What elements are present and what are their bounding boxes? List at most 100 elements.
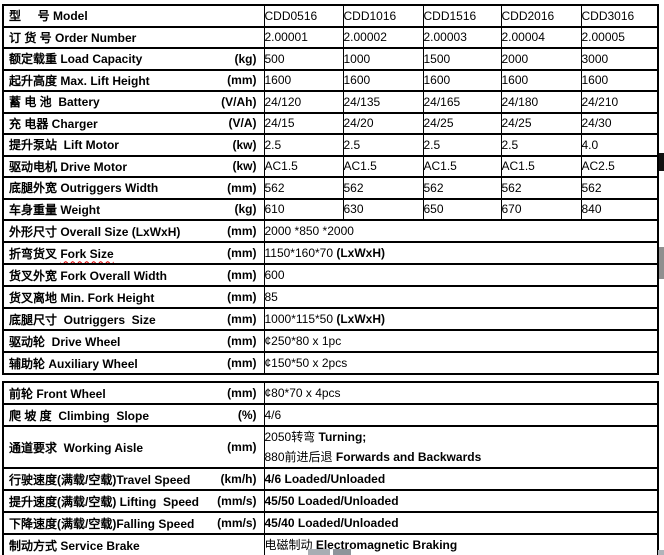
value-cell-lift-motor-CDD1016[interactable]: 2.5 (342, 133, 424, 157)
value-cell-order-number-CDD2016[interactable]: 2.00004 (500, 25, 582, 49)
value-cell-working-aisle[interactable]: 2050转弯 Turning; 880前进后退 Forwards and Back… (263, 425, 659, 469)
value-cell-weight-CDD0516[interactable]: 610 (263, 197, 344, 221)
label-cell-lifting-speed[interactable]: 提升速度(满载/空载) Lifting Speed (mm/s) (2, 489, 265, 513)
label-cell-auxiliary-wheel[interactable]: 辅助轮 Auxiliary Wheel (mm) (2, 351, 265, 375)
value-cell-fork-size[interactable]: 1150*160*70 (LxWxH) (263, 241, 659, 265)
value-cell-load-capacity-CDD0516[interactable]: 500 (263, 47, 344, 71)
value-text-weight-CDD1016: 630 (343, 202, 364, 217)
value-cell-charger-CDD3016[interactable]: 24/30 (580, 111, 659, 135)
row-label-text-outriggers-width: 底腿外宽 Outriggers Width (9, 181, 159, 196)
value-cell-lift-motor-CDD3016[interactable]: 4.0 (580, 133, 659, 157)
value-cell-drive-motor-CDD0516[interactable]: AC1.5 (263, 154, 344, 178)
label-cell-battery[interactable]: 蓄 电 池 Battery (V/Ah) (2, 90, 265, 114)
value-cell-lifting-speed[interactable]: 45/50 Loaded/Unloaded (263, 489, 659, 513)
value-cell-max-lift-height-CDD0516[interactable]: 1600 (263, 68, 344, 92)
value-cell-fork-overall-width[interactable]: 600 (263, 263, 659, 287)
label-cell-service-brake[interactable]: 制动方式 Service Brake (2, 533, 265, 555)
value-cell-min-fork-height[interactable]: 85 (263, 285, 659, 309)
value-cell-max-lift-height-CDD2016[interactable]: 1600 (500, 68, 582, 92)
label-cell-front-wheel[interactable]: 前轮 Front Wheel (mm) (2, 381, 265, 405)
value-cell-outriggers-width-CDD3016[interactable]: 562 (580, 176, 659, 200)
value-cell-order-number-CDD1016[interactable]: 2.00002 (342, 25, 424, 49)
value-cell-climbing-slope[interactable]: 4/6 (263, 403, 659, 427)
label-cell-lift-motor[interactable]: 提升泵站 Lift Motor (kw) (2, 133, 265, 157)
label-cell-drive-wheel[interactable]: 驱动轮 Drive Wheel (mm) (2, 329, 265, 353)
value-cell-load-capacity-CDD2016[interactable]: 2000 (500, 47, 582, 71)
label-cell-overall-size[interactable]: 外形尺寸 Overall Size (LxWxH) (mm) (2, 219, 265, 243)
value-cell-order-number-CDD0516[interactable]: 2.00001 (263, 25, 344, 49)
value-cell-front-wheel[interactable]: ¢80*70 x 4pcs (263, 381, 659, 405)
value-cell-drive-motor-CDD2016[interactable]: AC1.5 (500, 154, 582, 178)
label-cell-climbing-slope[interactable]: 爬 坡 度 Climbing Slope (%) (2, 403, 265, 427)
value-cell-model-CDD2016[interactable]: CDD2016 (500, 4, 582, 28)
label-cell-weight[interactable]: 车身重量 Weight (kg) (2, 197, 265, 221)
value-line-falling-speed-1: 45/40 Loaded/Unloaded (265, 514, 657, 532)
value-text-charger-CDD3016: 24/30 (581, 116, 612, 131)
value-cell-charger-CDD2016[interactable]: 24/25 (500, 111, 582, 135)
value-cell-falling-speed[interactable]: 45/40 Loaded/Unloaded (263, 511, 659, 535)
value-cell-max-lift-height-CDD1516[interactable]: 1600 (422, 68, 502, 92)
value-cell-lift-motor-CDD2016[interactable]: 2.5 (500, 133, 582, 157)
value-cell-weight-CDD2016[interactable]: 670 (500, 197, 582, 221)
value-cell-order-number-CDD3016[interactable]: 2.00005 (580, 25, 659, 49)
value-cell-weight-CDD1516[interactable]: 650 (422, 197, 502, 221)
value-cell-travel-speed[interactable]: 4/6 Loaded/Unloaded (263, 467, 659, 491)
label-cell-fork-overall-width[interactable]: 货叉外宽 Fork Overall Width (mm) (2, 263, 265, 287)
value-cell-outriggers-width-CDD1016[interactable]: 562 (342, 176, 424, 200)
value-cell-outriggers-width-CDD0516[interactable]: 562 (263, 176, 344, 200)
value-text-drive-motor-CDD1516: AC1.5 (423, 159, 457, 174)
label-cell-charger[interactable]: 充 电器 Charger (V/A) (2, 111, 265, 135)
value-cell-model-CDD1016[interactable]: CDD1016 (342, 4, 424, 28)
value-cell-outriggers-width-CDD1516[interactable]: 562 (422, 176, 502, 200)
label-cell-model[interactable]: 型 号 Model (2, 4, 265, 28)
row-unit-max-lift-height: (mm) (227, 73, 257, 88)
label-cell-order-number[interactable]: 订 货 号 Order Number (2, 25, 265, 49)
label-cell-fork-size[interactable]: 折弯货叉 Fork Size (mm) (2, 241, 265, 265)
value-cell-load-capacity-CDD1016[interactable]: 1000 (342, 47, 424, 71)
value-cell-order-number-CDD1516[interactable]: 2.00003 (422, 25, 502, 49)
label-cell-falling-speed[interactable]: 下降速度(满载/空载)Falling Speed (mm/s) (2, 511, 265, 535)
value-cell-max-lift-height-CDD1016[interactable]: 1600 (342, 68, 424, 92)
value-cell-battery-CDD1516[interactable]: 24/165 (422, 90, 502, 114)
value-cell-outriggers-width-CDD2016[interactable]: 562 (500, 176, 582, 200)
row-label-charger: 充 电器 Charger (9, 115, 98, 132)
value-cell-overall-size[interactable]: 2000 *850 *2000 (263, 219, 659, 243)
value-cell-model-CDD0516[interactable]: CDD0516 (263, 4, 344, 28)
value-cell-model-CDD1516[interactable]: CDD1516 (422, 4, 502, 28)
value-line-front-wheel-1: ¢80*70 x 4pcs (265, 384, 657, 402)
value-cell-battery-CDD3016[interactable]: 24/210 (580, 90, 659, 114)
value-cell-drive-motor-CDD1016[interactable]: AC1.5 (342, 154, 424, 178)
label-cell-outriggers-width[interactable]: 底腿外宽 Outriggers Width (mm) (2, 176, 265, 200)
value-cell-battery-CDD1016[interactable]: 24/135 (342, 90, 424, 114)
value-cell-charger-CDD0516[interactable]: 24/15 (263, 111, 344, 135)
label-cell-travel-speed[interactable]: 行驶速度(满载/空载)Travel Speed (km/h) (2, 467, 265, 491)
label-cell-working-aisle[interactable]: 通道要求 Working Aisle (mm) (2, 425, 265, 469)
value-cell-drive-wheel[interactable]: ¢250*80 x 1pc (263, 329, 659, 353)
value-cell-lift-motor-CDD1516[interactable]: 2.5 (422, 133, 502, 157)
value-cell-battery-CDD2016[interactable]: 24/180 (500, 90, 582, 114)
row-unit-auxiliary-wheel: (mm) (227, 356, 257, 370)
value-cell-load-capacity-CDD3016[interactable]: 3000 (580, 47, 659, 71)
value-line-fork-size-1: 1150*160*70 (LxWxH) (265, 244, 657, 262)
value-text-battery-CDD0516: 24/120 (264, 94, 302, 109)
value-cell-weight-CDD1016[interactable]: 630 (342, 197, 424, 221)
label-cell-outriggers-size[interactable]: 底腿尺寸 Outriggers Size (mm) (2, 307, 265, 331)
value-cell-drive-motor-CDD3016[interactable]: AC2.5 (580, 154, 659, 178)
label-cell-max-lift-height[interactable]: 起升高度 Max. Lift Height (mm) (2, 68, 265, 92)
value-cell-outriggers-size[interactable]: 1000*115*50 (LxWxH) (263, 307, 659, 331)
value-cell-max-lift-height-CDD3016[interactable]: 1600 (580, 68, 659, 92)
vertical-scrollbar-thumb[interactable] (659, 247, 664, 279)
value-cell-lift-motor-CDD0516[interactable]: 2.5 (263, 133, 344, 157)
value-cell-charger-CDD1516[interactable]: 24/25 (422, 111, 502, 135)
value-cell-load-capacity-CDD1516[interactable]: 1500 (422, 47, 502, 71)
value-cell-charger-CDD1016[interactable]: 24/20 (342, 111, 424, 135)
value-cell-weight-CDD3016[interactable]: 840 (580, 197, 659, 221)
value-cell-drive-motor-CDD1516[interactable]: AC1.5 (422, 154, 502, 178)
value-cell-model-CDD3016[interactable]: CDD3016 (580, 4, 659, 28)
label-cell-drive-motor[interactable]: 驱动电机 Drive Motor (kw) (2, 154, 265, 178)
value-text-charger-CDD0516: 24/15 (264, 116, 295, 131)
value-cell-battery-CDD0516[interactable]: 24/120 (263, 90, 344, 114)
label-cell-load-capacity[interactable]: 额定载重 Load Capacity (kg) (2, 47, 265, 71)
value-cell-auxiliary-wheel[interactable]: ¢150*50 x 2pcs (263, 351, 659, 375)
label-cell-min-fork-height[interactable]: 货叉离地 Min. Fork Height (mm) (2, 285, 265, 309)
